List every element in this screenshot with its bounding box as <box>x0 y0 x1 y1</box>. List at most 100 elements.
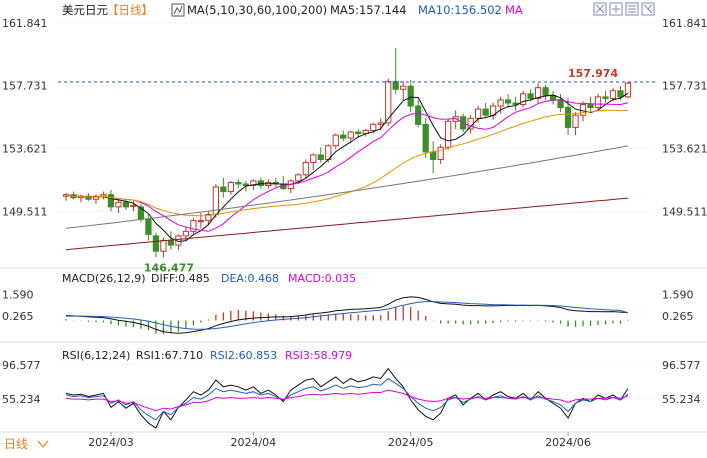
y-tick-right: 157.731 <box>662 80 707 93</box>
macd-tick-left: 1.590 <box>2 289 34 302</box>
ma10-label: MA10:156.502 <box>418 3 502 17</box>
symbol-title: 美元日元 <box>62 3 108 17</box>
candle-up <box>227 181 234 193</box>
candle-down <box>587 104 594 109</box>
date-label: 2024/04 <box>230 436 276 449</box>
candle-up <box>572 114 579 128</box>
last-price-annotation: 157.974 <box>568 67 618 80</box>
candle-up <box>115 201 122 208</box>
macd-tick-left: 0.265 <box>2 310 34 323</box>
candle-down <box>542 87 549 96</box>
rsi-line-rsi1 <box>65 367 629 429</box>
ma10-line <box>65 99 629 232</box>
candle-up <box>310 154 317 164</box>
candle-down <box>145 218 152 235</box>
candle-up <box>130 204 137 207</box>
rsi-tick-left: 96.577 <box>2 359 41 372</box>
candle-down <box>602 96 609 99</box>
rsi-tick-right: 55.234 <box>662 393 701 406</box>
rsi1-label: RSI1:67.710 <box>136 349 203 362</box>
menu-icon[interactable] <box>625 2 639 16</box>
candle-down <box>407 85 414 107</box>
candle-up <box>497 99 504 107</box>
candle-up <box>160 239 167 252</box>
candle-down <box>257 180 264 186</box>
candle-up <box>445 120 452 148</box>
ma60-line <box>65 145 629 229</box>
candle-up <box>190 220 197 232</box>
macd-dea-line <box>65 301 629 330</box>
candle-up <box>475 108 482 119</box>
rsi-layer <box>65 367 629 429</box>
ma-config-icon[interactable] <box>171 3 185 17</box>
y-tick-right: 153.621 <box>662 142 707 155</box>
ma-label: MA(5,10,30,60,100,200) <box>187 3 327 17</box>
ma5-label: MA5:157.144 <box>330 3 407 17</box>
candle-up <box>377 122 384 125</box>
macd-layer <box>65 296 629 335</box>
candle-down <box>617 90 624 98</box>
candle-down <box>564 107 572 128</box>
candle-down <box>527 93 534 99</box>
candle-up <box>295 174 302 182</box>
ma30-line <box>65 109 629 217</box>
candle-down <box>557 99 564 109</box>
candle-down <box>415 105 422 125</box>
candle-up <box>534 87 542 99</box>
ma100-line <box>65 197 629 251</box>
settings-icon[interactable] <box>641 2 655 16</box>
candle-up <box>370 123 377 131</box>
period-tag[interactable]: 【日线】 <box>107 3 153 17</box>
date-axis: 2024/03 2024/04 2024/05 2024/06 <box>88 432 591 449</box>
date-label: 2024/05 <box>388 436 434 449</box>
macd-tick-right: 1.590 <box>662 289 694 302</box>
low-annotation: 146.477 <box>144 261 194 274</box>
candle-up <box>182 230 190 237</box>
candle-down <box>482 108 489 116</box>
chevron-down-icon[interactable] <box>37 440 49 448</box>
candle-down <box>504 99 512 104</box>
rsi-tick-left: 55.234 <box>2 393 41 406</box>
candle-up <box>205 214 212 222</box>
rsi3-label: RSI3:58.979 <box>285 349 352 362</box>
candle-down <box>392 81 399 90</box>
macd-tick-right: 0.265 <box>662 310 694 323</box>
zoom-in-icon[interactable] <box>593 2 607 16</box>
moving-averages-layer: 146.477 157.974 <box>58 67 655 274</box>
candle-up <box>302 162 309 176</box>
footer-period-label[interactable]: 日线 <box>4 437 28 451</box>
candle-up <box>332 134 339 147</box>
rsi2-label: RSI2:60.853 <box>210 349 277 362</box>
candle-down <box>220 186 227 193</box>
y-tick-right: 149.511 <box>662 205 707 218</box>
candle-down <box>107 194 115 208</box>
candle-down <box>152 235 160 252</box>
date-label: 2024/06 <box>545 436 591 449</box>
candle-down <box>355 131 362 135</box>
candle-up <box>579 104 587 116</box>
ma5-line <box>65 92 629 242</box>
macd-value-label: MACD:0.035 <box>288 272 356 285</box>
candle-up <box>347 131 354 139</box>
y-tick-left: 157.731 <box>2 80 48 93</box>
candle-down <box>122 201 130 208</box>
candle-up <box>197 220 205 223</box>
date-label: 2024/03 <box>88 436 134 449</box>
candle-up <box>400 85 407 90</box>
y-tick-right: 161.841 <box>662 17 707 30</box>
rsi-tick-right: 96.577 <box>662 359 701 372</box>
candle-up <box>594 96 602 109</box>
candle-up <box>92 195 100 200</box>
candle-up <box>624 82 632 98</box>
candle-down <box>242 183 249 186</box>
zoom-out-icon[interactable] <box>609 2 623 16</box>
candle-down <box>422 123 429 153</box>
rsi-line-rsi3 <box>65 389 629 412</box>
macd-diff-label: DIFF:0.485 <box>151 272 210 285</box>
candle-up <box>519 93 527 106</box>
candle-down <box>167 239 175 246</box>
y-tick-left: 161.841 <box>2 17 48 30</box>
